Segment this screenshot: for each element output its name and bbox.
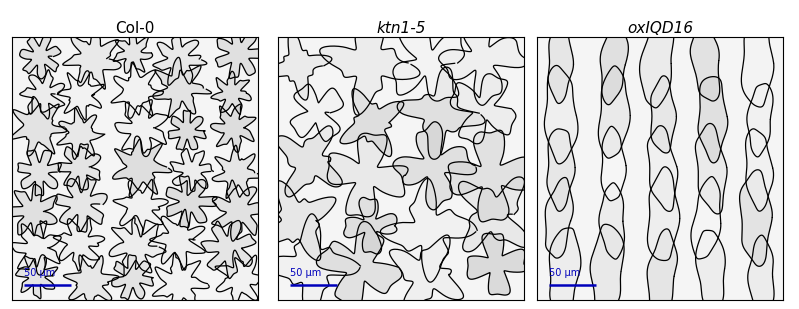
Polygon shape <box>211 71 251 114</box>
Polygon shape <box>263 214 360 309</box>
Polygon shape <box>58 144 101 190</box>
Polygon shape <box>380 179 477 282</box>
Polygon shape <box>276 126 342 197</box>
Polygon shape <box>212 180 268 241</box>
Polygon shape <box>439 12 527 105</box>
Polygon shape <box>201 221 256 278</box>
Polygon shape <box>58 71 104 120</box>
Polygon shape <box>57 108 105 159</box>
Polygon shape <box>10 96 67 156</box>
Polygon shape <box>451 74 516 144</box>
Polygon shape <box>467 233 527 295</box>
Polygon shape <box>748 235 774 309</box>
Polygon shape <box>20 70 65 119</box>
Text: 50 μm: 50 μm <box>549 268 581 278</box>
Polygon shape <box>647 126 678 211</box>
Polygon shape <box>320 11 420 115</box>
Polygon shape <box>63 26 121 89</box>
Polygon shape <box>216 27 266 78</box>
Polygon shape <box>113 136 172 197</box>
Polygon shape <box>115 100 168 157</box>
Polygon shape <box>211 104 256 152</box>
Polygon shape <box>599 183 625 259</box>
Polygon shape <box>340 89 403 157</box>
Polygon shape <box>18 150 62 196</box>
Polygon shape <box>213 145 264 198</box>
Polygon shape <box>548 29 574 104</box>
Polygon shape <box>545 177 574 258</box>
Polygon shape <box>328 133 408 217</box>
Polygon shape <box>393 122 476 210</box>
Polygon shape <box>598 66 630 158</box>
Polygon shape <box>344 197 397 254</box>
Polygon shape <box>459 177 528 252</box>
Polygon shape <box>20 35 61 79</box>
Polygon shape <box>290 84 344 142</box>
Polygon shape <box>747 83 773 157</box>
Polygon shape <box>54 218 105 271</box>
Polygon shape <box>601 126 626 201</box>
Polygon shape <box>544 66 578 164</box>
Polygon shape <box>389 235 463 309</box>
Polygon shape <box>741 12 774 107</box>
Title: Col-0: Col-0 <box>115 21 155 36</box>
Polygon shape <box>112 255 153 299</box>
Polygon shape <box>113 180 169 237</box>
Polygon shape <box>153 57 212 117</box>
Polygon shape <box>215 250 268 307</box>
Polygon shape <box>550 228 581 309</box>
Polygon shape <box>149 209 205 270</box>
Polygon shape <box>695 124 727 214</box>
Polygon shape <box>590 224 624 309</box>
Polygon shape <box>691 176 721 259</box>
Polygon shape <box>698 77 728 163</box>
Polygon shape <box>647 167 680 260</box>
Polygon shape <box>153 30 207 85</box>
Polygon shape <box>56 178 107 232</box>
Polygon shape <box>316 222 402 309</box>
Polygon shape <box>16 255 58 299</box>
Polygon shape <box>63 255 119 309</box>
Polygon shape <box>639 11 674 108</box>
Polygon shape <box>647 229 678 309</box>
Polygon shape <box>696 230 725 309</box>
Polygon shape <box>261 181 336 260</box>
Polygon shape <box>740 170 773 266</box>
Polygon shape <box>7 184 57 238</box>
Polygon shape <box>109 216 166 276</box>
Title: oxIQD16: oxIQD16 <box>627 21 693 36</box>
Polygon shape <box>448 130 537 222</box>
Polygon shape <box>166 176 217 228</box>
Polygon shape <box>169 110 206 150</box>
Title: ktn1-5: ktn1-5 <box>376 21 426 36</box>
Polygon shape <box>11 221 62 275</box>
Text: 50 μm: 50 μm <box>290 268 322 278</box>
Polygon shape <box>600 26 628 105</box>
Polygon shape <box>153 253 209 309</box>
Text: 50 μm: 50 μm <box>24 268 56 278</box>
Polygon shape <box>170 149 213 195</box>
Polygon shape <box>690 18 720 101</box>
Polygon shape <box>650 76 677 153</box>
Polygon shape <box>397 67 485 159</box>
Polygon shape <box>393 25 464 101</box>
Polygon shape <box>745 129 773 211</box>
Polygon shape <box>113 31 153 73</box>
Polygon shape <box>266 32 332 100</box>
Polygon shape <box>547 129 575 211</box>
Polygon shape <box>111 62 163 118</box>
